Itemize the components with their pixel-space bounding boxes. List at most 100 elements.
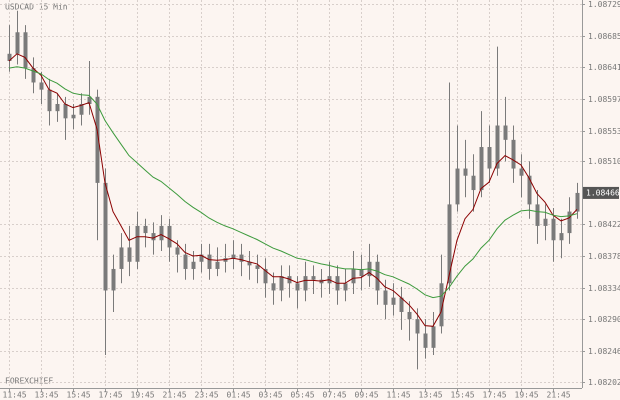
- candle-body: [63, 103, 68, 119]
- y-tick-label: 1.08290: [588, 315, 620, 324]
- candle-body: [143, 225, 148, 234]
- x-tick-label: 03:45: [259, 391, 283, 400]
- y-tick-label: 1.08422: [588, 220, 620, 229]
- x-tick-label: 21:45: [547, 391, 571, 400]
- candle-body: [279, 276, 284, 291]
- x-tick-label: 13:45: [419, 391, 443, 400]
- candle-body: [271, 283, 276, 291]
- candle-body: [127, 247, 132, 262]
- candle-body: [423, 333, 428, 348]
- candle-body: [439, 283, 444, 327]
- candle-body: [375, 261, 380, 291]
- candle-body: [295, 283, 300, 291]
- candle-body: [567, 211, 572, 234]
- candle-body: [247, 261, 252, 266]
- x-tick-label: 05:45: [291, 391, 315, 400]
- candle-body: [135, 225, 140, 262]
- candle-body: [431, 326, 436, 348]
- x-tick-label: 15:45: [451, 391, 475, 400]
- y-tick-label: 1.08246: [588, 347, 620, 356]
- y-tick-label: 1.08378: [588, 252, 620, 261]
- candle-body: [503, 125, 508, 140]
- candle-body: [151, 233, 156, 241]
- candle-body: [407, 311, 412, 320]
- candle-body: [511, 139, 516, 169]
- x-tick-label: 11:45: [387, 391, 411, 400]
- moving-average-line: [8, 53, 578, 327]
- y-tick-label: 1.08729: [588, 0, 620, 9]
- candle-body: [479, 147, 484, 191]
- candle-body: [543, 218, 548, 226]
- chart-title: USDCAD 15 Min: [5, 3, 68, 12]
- y-tick-label: 1.08510: [588, 157, 620, 166]
- candle-body: [47, 89, 52, 112]
- candle-body: [351, 268, 356, 284]
- candle-body: [527, 175, 532, 205]
- candle-body: [7, 53, 12, 61]
- candle-body: [207, 254, 212, 269]
- candle-body: [31, 68, 36, 83]
- candle-body: [183, 254, 188, 269]
- x-tick-label: 15:45: [67, 391, 91, 400]
- y-tick-label: 1.08553: [588, 127, 620, 136]
- x-tick-label: 19:45: [515, 391, 539, 400]
- candle-body: [231, 254, 236, 259]
- candle-body: [55, 103, 60, 112]
- y-tick-label: 1.08334: [588, 284, 620, 293]
- candle-body: [215, 261, 220, 269]
- x-tick-label: 13:45: [35, 391, 59, 400]
- x-tick-label: 09:45: [355, 391, 379, 400]
- candle-body: [343, 283, 348, 291]
- candle-body: [95, 96, 100, 183]
- y-tick-label: 1.08597: [588, 95, 620, 104]
- candle-body: [447, 204, 452, 284]
- current-price-box: [583, 186, 619, 199]
- candle-body: [303, 276, 308, 291]
- candle-body: [191, 261, 196, 269]
- candle-body: [199, 254, 204, 262]
- candle-body: [383, 290, 388, 305]
- candle-body: [391, 297, 396, 305]
- candle-body: [263, 268, 268, 284]
- candle-body: [167, 225, 172, 248]
- x-tick-label: 21:45: [163, 391, 187, 400]
- candle-body: [415, 319, 420, 334]
- x-tick-label: 17:45: [483, 391, 507, 400]
- candle-body: [111, 268, 116, 291]
- candle-body: [39, 82, 44, 90]
- candle-body: [175, 247, 180, 255]
- y-tick-label: 1.08641: [588, 63, 620, 72]
- y-tick-label: 1.08202: [588, 378, 620, 387]
- x-tick-label: 17:45: [99, 391, 123, 400]
- candle-body: [71, 114, 76, 119]
- candle-body: [359, 268, 364, 277]
- candle-body: [487, 147, 492, 169]
- candle-body: [159, 225, 164, 241]
- candle-body: [87, 96, 92, 104]
- x-tick-label: 01:45: [227, 391, 251, 400]
- candle-body: [119, 247, 124, 269]
- candle-body: [311, 276, 316, 280]
- watermark: FOREXCHIEF: [5, 377, 53, 386]
- candle-body: [455, 168, 460, 205]
- candle-body: [471, 175, 476, 191]
- candle-body: [463, 168, 468, 176]
- moving-average-line: [8, 66, 578, 299]
- x-tick-label: 07:45: [323, 391, 347, 400]
- candle-body: [399, 297, 404, 312]
- x-tick-label: 19:45: [131, 391, 155, 400]
- x-tick-label: 23:45: [195, 391, 219, 400]
- current-price-label: 1.08466: [586, 188, 620, 197]
- candle-body: [79, 103, 84, 115]
- x-tick-label: 11:45: [3, 391, 27, 400]
- candle-body: [551, 218, 556, 241]
- candle-body: [495, 125, 500, 169]
- candle-body: [23, 32, 28, 69]
- candle-body: [255, 265, 260, 269]
- candle-body: [535, 204, 540, 226]
- y-tick-label: 1.08685: [588, 32, 620, 41]
- candle-body: [575, 192, 580, 212]
- candle-body: [559, 233, 564, 241]
